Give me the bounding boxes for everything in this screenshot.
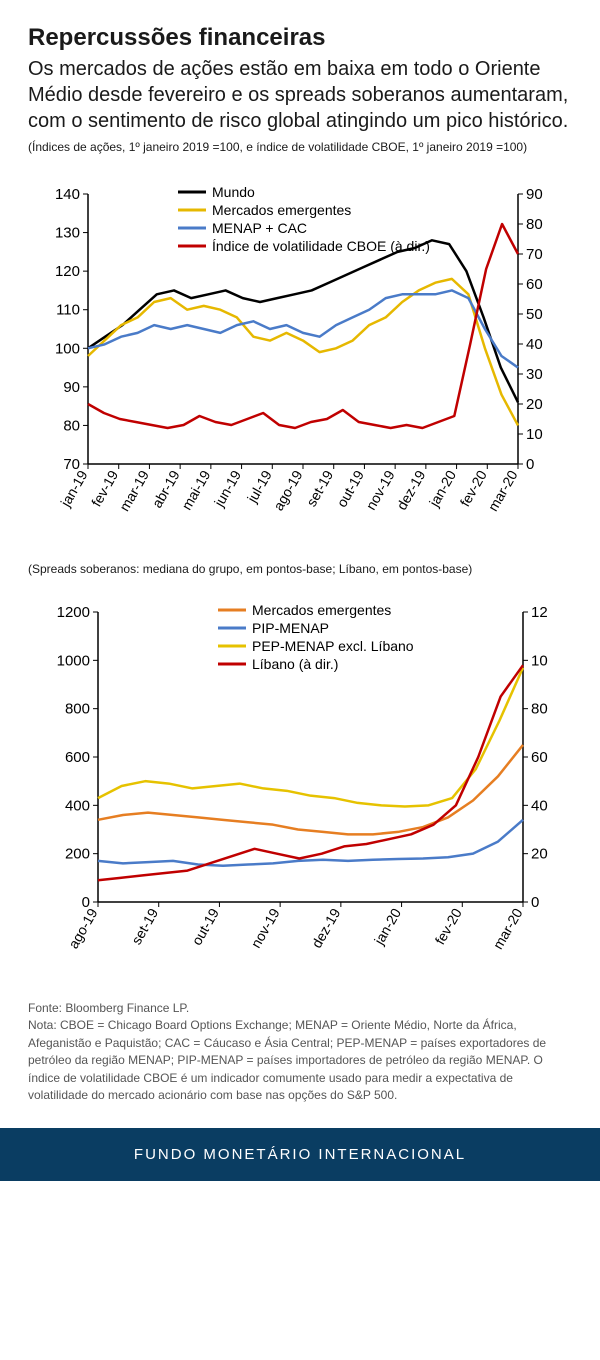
svg-text:PIP-MENAP: PIP-MENAP <box>252 620 329 636</box>
svg-text:Mundo: Mundo <box>212 184 255 200</box>
svg-text:10000: 10000 <box>531 652 548 669</box>
svg-text:0: 0 <box>531 894 539 911</box>
svg-text:10: 10 <box>526 426 543 443</box>
svg-text:200: 200 <box>65 846 90 863</box>
page-container: Repercussões financeiras Os mercados de … <box>0 0 600 1104</box>
svg-text:12000: 12000 <box>531 604 548 621</box>
svg-text:set-19: set-19 <box>128 905 161 947</box>
svg-text:140: 140 <box>55 186 80 203</box>
svg-text:set-19: set-19 <box>303 467 336 509</box>
svg-text:6000: 6000 <box>531 749 548 766</box>
svg-text:600: 600 <box>65 749 90 766</box>
svg-text:mar-20: mar-20 <box>490 905 526 952</box>
svg-text:110: 110 <box>56 302 80 319</box>
svg-text:mar-19: mar-19 <box>116 467 152 514</box>
svg-text:nov-19: nov-19 <box>247 905 282 950</box>
chart2-container: 0 200 400 600 800 1000 12000 2000 4000 6000 8000 10… <box>28 592 572 972</box>
svg-text:1200: 1200 <box>57 604 90 621</box>
svg-text:400: 400 <box>65 797 90 814</box>
svg-text:ago-19: ago-19 <box>270 467 306 513</box>
svg-text:mar-20: mar-20 <box>485 467 521 514</box>
source-text: Fonte: Bloomberg Finance LP. <box>28 1000 572 1017</box>
svg-text:90: 90 <box>63 379 80 396</box>
svg-text:dez-19: dez-19 <box>393 467 428 512</box>
svg-text:Mercados emergentes: Mercados emergentes <box>252 602 391 618</box>
svg-text:jan-20: jan-20 <box>370 905 404 948</box>
chart2-svg: 0 200 400 600 800 1000 12000 2000 4000 6000 8000 10… <box>28 592 548 972</box>
svg-text:70: 70 <box>526 246 543 263</box>
svg-text:30: 30 <box>526 366 543 383</box>
chart1-svg: 7080901001101201301400102030405060708090… <box>28 174 548 534</box>
svg-text:PEP-MENAP excl. Líbano: PEP-MENAP excl. Líbano <box>252 638 414 654</box>
svg-text:90: 90 <box>526 186 543 203</box>
svg-text:100: 100 <box>55 340 80 357</box>
footnotes: Fonte: Bloomberg Finance LP. Nota: CBOE … <box>28 1000 572 1104</box>
chart2-caption: (Spreads soberanos: mediana do grupo, em… <box>28 562 572 576</box>
note-text: Nota: CBOE = Chicago Board Options Excha… <box>28 1017 572 1104</box>
page-subtitle: Os mercados de ações estão em baixa em t… <box>28 56 572 134</box>
svg-text:mai-19: mai-19 <box>178 467 213 512</box>
svg-text:800: 800 <box>65 701 90 718</box>
svg-text:nov-19: nov-19 <box>362 467 397 512</box>
svg-text:40: 40 <box>526 336 543 353</box>
svg-text:50: 50 <box>526 306 543 323</box>
svg-text:80: 80 <box>63 417 80 434</box>
svg-text:out-19: out-19 <box>188 905 222 948</box>
svg-text:120: 120 <box>55 263 80 280</box>
footer-bar: FUNDO MONETÁRIO INTERNACIONAL <box>0 1128 600 1181</box>
svg-text:130: 130 <box>55 225 80 242</box>
chart1-caption: (Índices de ações, 1º janeiro 2019 =100,… <box>28 140 572 154</box>
svg-text:80: 80 <box>526 216 543 233</box>
svg-text:jul-19: jul-19 <box>243 467 275 506</box>
svg-text:fev-20: fev-20 <box>457 467 490 509</box>
svg-text:fev-19: fev-19 <box>88 467 121 509</box>
svg-text:4000: 4000 <box>531 797 548 814</box>
svg-text:1000: 1000 <box>57 652 90 669</box>
svg-text:8000: 8000 <box>531 701 548 718</box>
svg-text:MENAP + CAC: MENAP + CAC <box>212 220 307 236</box>
svg-text:jan-19: jan-19 <box>57 467 91 510</box>
svg-text:2000: 2000 <box>531 846 548 863</box>
chart1-container: 7080901001101201301400102030405060708090… <box>28 174 572 534</box>
svg-text:Índice de volatilidade CBOE (à: Índice de volatilidade CBOE (à dir.) <box>212 238 430 254</box>
svg-text:fev-20: fev-20 <box>432 905 465 947</box>
svg-text:20: 20 <box>526 396 543 413</box>
svg-text:ago-19: ago-19 <box>65 905 101 951</box>
svg-text:jun-19: jun-19 <box>210 467 244 510</box>
svg-text:60: 60 <box>526 276 543 293</box>
svg-text:Mercados emergentes: Mercados emergentes <box>212 202 351 218</box>
svg-text:jan-20: jan-20 <box>425 467 459 510</box>
svg-text:dez-19: dez-19 <box>308 905 343 950</box>
svg-text:Líbano (à dir.): Líbano (à dir.) <box>252 656 338 672</box>
svg-text:0: 0 <box>526 456 534 473</box>
page-title: Repercussões financeiras <box>28 24 572 52</box>
footer-text: FUNDO MONETÁRIO INTERNACIONAL <box>134 1146 466 1163</box>
